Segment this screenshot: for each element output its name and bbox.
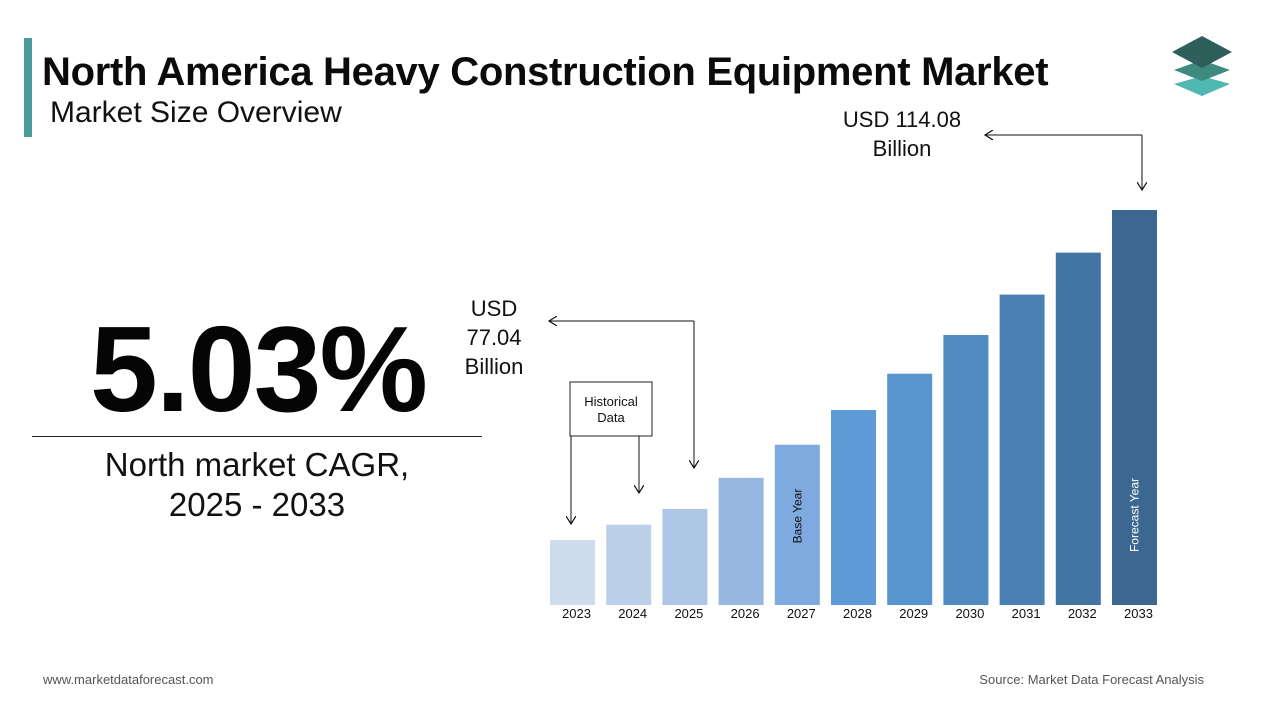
title-accent-bar [24,38,32,137]
cagr-label: North market CAGR, 2025 - 2033 [32,445,482,525]
x-tick-2032: 2032 [1068,606,1097,621]
x-tick-2023: 2023 [562,606,591,621]
callout-2025-line2: 77.04 [466,325,521,350]
footer-source: Source: Market Data Forecast Analysis [979,672,1204,687]
historical-data-box [569,381,653,437]
x-tick-2027: 2027 [787,606,816,621]
x-tick-2026: 2026 [731,606,760,621]
bar-2026 [718,477,764,605]
bar-2033 [1112,210,1157,605]
bar-2025 [662,509,708,605]
callout-2033-line2: Billion [873,136,932,161]
bar-2027 [774,444,820,605]
bar-2030 [943,334,989,605]
x-tick-2029: 2029 [899,606,928,621]
cagr-divider [32,436,482,437]
bar-2024 [606,524,652,605]
x-tick-2028: 2028 [843,606,872,621]
bar-2031 [999,294,1045,605]
cagr-value: 5.03% [90,301,428,437]
stacked-layers-icon [1172,36,1232,96]
callout-2025-line1: USD [471,296,517,321]
x-tick-2033: 2033 [1124,606,1153,621]
page-title: North America Heavy Construction Equipme… [42,50,1049,94]
forecast-year-label: Forecast Year [1128,478,1142,552]
historical-data-line2: Data [597,410,625,425]
historical-data-line1: Historical [584,394,638,409]
x-tick-2025: 2025 [674,606,703,621]
bar-2023 [550,540,595,605]
bar-2032 [1055,252,1101,605]
callout-2033-line1: USD 114.08 [843,107,961,132]
footer-website: www.marketdataforecast.com [43,672,214,687]
x-tick-2030: 2030 [955,606,984,621]
bar-2028 [831,410,876,605]
base-year-label: Base Year [790,489,804,544]
callout-2025-line3: Billion [465,354,524,379]
page-subtitle: Market Size Overview [50,96,342,129]
bar-2029 [887,373,933,605]
x-tick-2024: 2024 [618,606,647,621]
cagr-label-line1: North market CAGR, [104,446,410,483]
x-tick-2031: 2031 [1012,606,1041,621]
cagr-label-line2: 2025 - 2033 [168,486,346,523]
